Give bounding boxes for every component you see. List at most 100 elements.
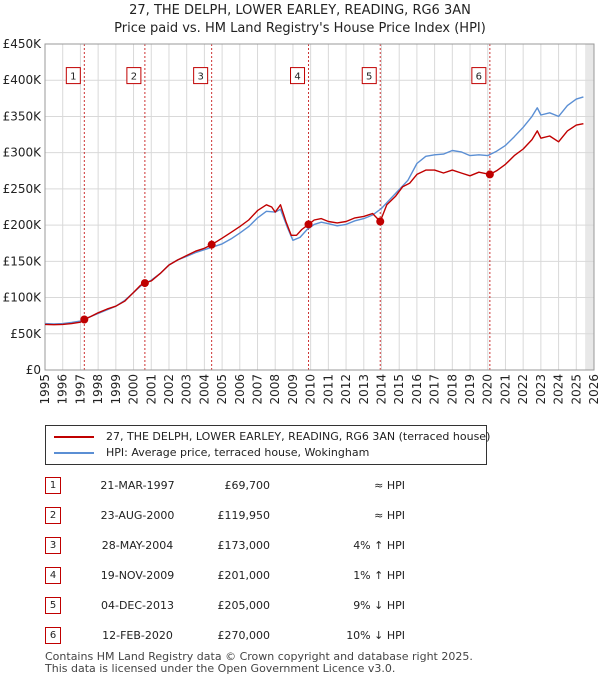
x-tick-label: 2018 [445, 374, 459, 405]
x-tick-label: 2017 [428, 374, 442, 405]
sale-point [376, 217, 385, 226]
sale-marker-label: 4 [45, 566, 61, 584]
sale-marker-label: 6 [45, 626, 61, 644]
x-tick-label: 2022 [516, 374, 530, 405]
y-tick-label: £400K [3, 73, 43, 87]
chart-title: 27, THE DELPH, LOWER EARLEY, READING, RG… [0, 2, 600, 38]
sale-annotation: 5 [361, 67, 377, 85]
sales-table: 1 21-MAR-1997 £69,700 ≈ HPI 2 23-AUG-200… [45, 470, 405, 650]
y-tick-label: £300K [3, 146, 43, 160]
sale-date: 19-NOV-2009 [100, 568, 175, 582]
x-tick-label: 2019 [463, 374, 477, 405]
chart-title-line1: 27, THE DELPH, LOWER EARLEY, READING, RG… [129, 3, 471, 18]
sale-annotation-label: 4 [294, 72, 300, 83]
table-row: 4 19-NOV-2009 £201,000 1% ↑ HPI [45, 560, 405, 590]
footer-line1: Contains HM Land Registry data © Crown c… [45, 650, 473, 663]
legend-line-hpi [54, 452, 94, 454]
sale-date: 04-DEC-2013 [100, 598, 175, 612]
x-tick-label: 2001 [144, 374, 158, 405]
plot-border [44, 43, 595, 371]
table-row: 5 04-DEC-2013 £205,000 9% ↓ HPI [45, 590, 405, 620]
x-tick-label: 2006 [233, 374, 247, 405]
x-tick-label: 2021 [498, 374, 512, 405]
sale-annotation: 1 [65, 67, 81, 85]
x-tick-label: 2010 [304, 374, 318, 405]
plot-area [45, 44, 594, 370]
y-tick-label: £0 [26, 363, 41, 377]
sale-date: 28-MAY-2004 [101, 538, 174, 552]
x-tick-label: 1998 [91, 374, 105, 405]
x-tick-label: 2004 [197, 374, 211, 405]
sale-marker-label: 2 [45, 506, 61, 524]
footer-line2: This data is licensed under the Open Gov… [45, 662, 396, 675]
x-tick-label: 1995 [38, 374, 52, 405]
sale-price: £201,000 [217, 568, 271, 582]
table-row: 6 12-FEB-2020 £270,000 10% ↓ HPI [45, 620, 405, 650]
x-tick-label: 2007 [251, 374, 265, 405]
sale-annotation-box [290, 67, 306, 85]
table-row: 2 23-AUG-2000 £119,950 ≈ HPI [45, 500, 405, 530]
x-tick-label: 1996 [56, 374, 70, 405]
sale-marker-label: 3 [45, 536, 61, 554]
footer-attribution: Contains HM Land Registry data © Crown c… [45, 651, 473, 675]
table-row: 1 21-MAR-1997 £69,700 ≈ HPI [45, 470, 405, 500]
sale-hpi-compare: 10% ↓ HPI [346, 628, 405, 642]
sale-annotation-box [471, 67, 487, 85]
sale-price: £270,000 [217, 628, 271, 642]
x-tick-label: 2016 [410, 374, 424, 405]
sale-hpi-compare: 9% ↓ HPI [353, 598, 405, 612]
x-tick-label: 1997 [73, 374, 87, 405]
sale-annotation-label: 6 [476, 72, 482, 83]
x-tick-label: 2011 [321, 374, 335, 405]
y-tick-label: £150K [3, 254, 43, 268]
sale-annotation: 3 [193, 67, 209, 85]
sale-annotation-label: 3 [197, 72, 203, 83]
y-tick-label: £50K [10, 327, 42, 341]
sale-price: £69,700 [224, 478, 271, 492]
x-tick-label: 2012 [339, 374, 353, 405]
sale-annotation-label: 1 [70, 72, 76, 83]
sale-marker-label: 5 [45, 596, 61, 614]
price-chart: £0 £50K £100K £150K £200K £250K £300K £350K £400… [3, 37, 600, 405]
sale-date: 21-MAR-1997 [100, 478, 175, 492]
sale-point [80, 315, 89, 324]
sale-hpi-compare: ≈ HPI [374, 508, 405, 522]
x-tick-label: 2013 [357, 374, 371, 405]
sale-annotation-label: 5 [366, 72, 372, 83]
sale-annotation-label: 2 [131, 72, 137, 83]
x-tick-label: 2015 [392, 374, 406, 405]
legend-line-property [54, 436, 94, 438]
sale-point [140, 279, 149, 288]
chart-legend: 27, THE DELPH, LOWER EARLEY, READING, RG… [45, 425, 491, 465]
x-tick-label: 2003 [180, 374, 194, 405]
x-tick-label: 2024 [552, 374, 566, 405]
sale-price: £173,000 [217, 538, 271, 552]
x-tick-label: 2026 [587, 374, 600, 405]
x-tick-label: 2025 [569, 374, 583, 405]
sale-date: 23-AUG-2000 [100, 508, 175, 522]
sale-point [485, 170, 494, 179]
y-tick-label: £450K [3, 37, 43, 51]
sale-date: 12-FEB-2020 [102, 628, 173, 642]
sale-marker-label: 1 [45, 476, 61, 494]
sale-hpi-compare: 4% ↑ HPI [353, 538, 405, 552]
x-tick-label: 2000 [127, 374, 141, 405]
x-tick-label: 2014 [374, 374, 388, 405]
sale-annotation: 6 [471, 67, 487, 85]
sale-hpi-compare: ≈ HPI [374, 478, 405, 492]
legend-label-property: 27, THE DELPH, LOWER EARLEY, READING, RG… [106, 430, 491, 443]
sale-annotation: 2 [126, 67, 142, 85]
x-tick-label: 2020 [481, 374, 495, 405]
chart-title-line2: Price paid vs. HM Land Registry's House … [114, 21, 486, 36]
x-tick-label: 2009 [286, 374, 300, 405]
x-tick-label: 2008 [268, 374, 282, 405]
sale-annotation-box [65, 67, 81, 85]
legend-label-hpi: HPI: Average price, terraced house, Woki… [106, 446, 370, 459]
sale-price: £119,950 [217, 508, 271, 522]
sale-annotation-box [361, 67, 377, 85]
y-tick-label: £250K [3, 182, 43, 196]
y-tick-label: £200K [3, 218, 43, 232]
x-tick-label: 2002 [162, 374, 176, 405]
sale-price: £205,000 [217, 598, 271, 612]
sale-point [207, 240, 216, 249]
